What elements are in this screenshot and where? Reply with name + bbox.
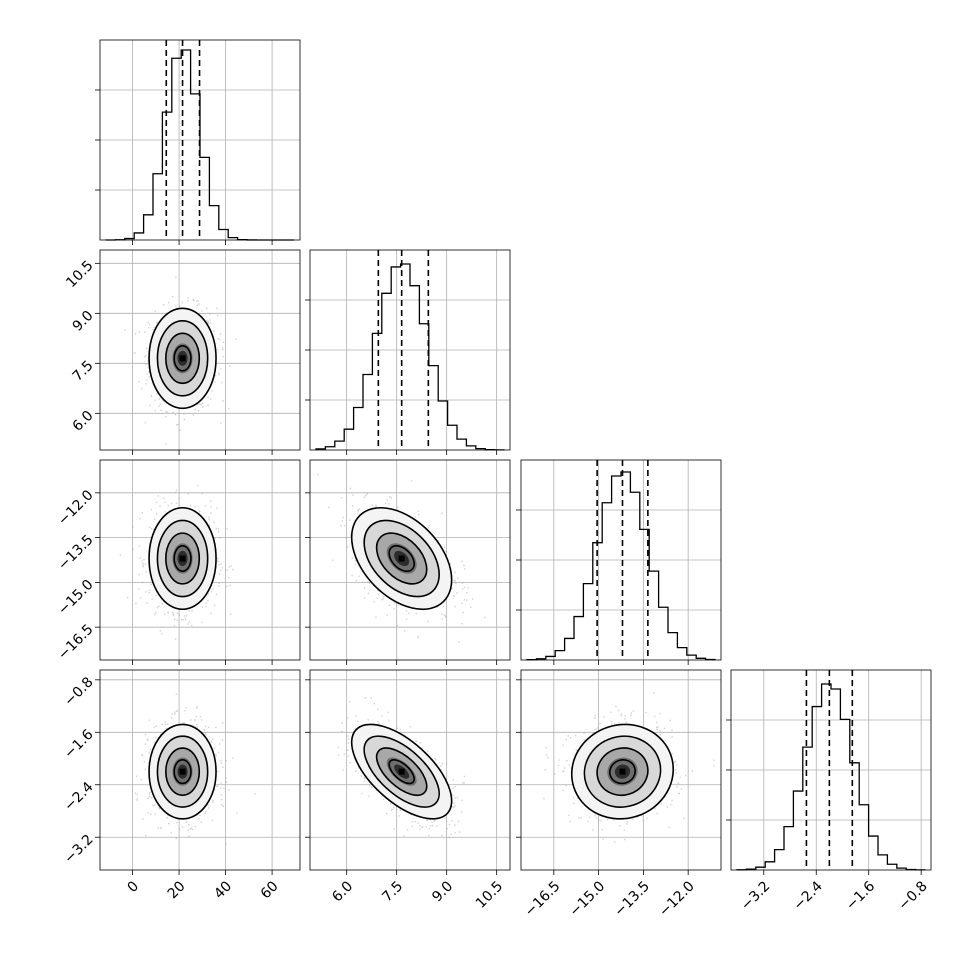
center-marker (398, 768, 405, 775)
panel-frame (309, 669, 511, 871)
x-tick-label: 10.5 (473, 878, 506, 911)
histogram-panel-2 (516, 459, 722, 665)
y-tick-label: −16.5 (55, 622, 97, 664)
contour-0 (148, 506, 217, 611)
x-tick-label: −1.6 (843, 878, 878, 913)
histogram-step-1 (315, 263, 505, 451)
x-tick-label: 40 (211, 878, 235, 902)
scatter-panel-3-1 (305, 669, 511, 875)
scatter-points (543, 692, 715, 843)
contour-0 (570, 723, 675, 820)
center-marker (179, 555, 186, 562)
y-tick-label: −12.0 (55, 487, 97, 529)
center-marker (179, 355, 186, 362)
histogram-panel-1 (305, 249, 511, 455)
contour-2 (165, 532, 201, 585)
center-marker (398, 555, 405, 562)
contour-1 (363, 735, 440, 808)
contour-1 (583, 735, 662, 808)
contour-2 (165, 747, 201, 797)
contour-2 (375, 747, 428, 797)
contour-3 (173, 545, 192, 572)
y-tick-label: −15.0 (55, 577, 97, 619)
y-tick-label: 7.5 (70, 358, 97, 385)
x-tick-label: −2.4 (791, 878, 826, 913)
x-tick-label: −15.0 (567, 878, 609, 920)
y-tick-label: −0.8 (61, 674, 96, 709)
y-tick-label: −13.5 (55, 532, 97, 574)
scatter-panel-2-0 (95, 459, 301, 665)
contour-3 (388, 759, 415, 785)
contour-3 (173, 345, 192, 372)
scatter-panel-3-0 (95, 669, 301, 875)
panel-frame (99, 249, 301, 451)
histogram-panel-0 (95, 39, 301, 245)
histogram-step-2 (526, 471, 716, 661)
contour-1 (156, 735, 209, 808)
contour-1 (156, 320, 209, 397)
x-tick-label: −12.0 (656, 878, 698, 920)
contour-0 (148, 307, 217, 410)
y-tick-label: −1.6 (61, 727, 96, 762)
contour-3 (388, 545, 415, 572)
y-tick-label: −3.2 (61, 832, 96, 867)
x-tick-label: −16.5 (522, 878, 564, 920)
panel-frame (99, 459, 301, 661)
x-tick-label: 6.0 (329, 878, 356, 905)
center-marker (619, 768, 626, 775)
histogram-step-3 (736, 683, 926, 871)
x-tick-label: −13.5 (611, 878, 653, 920)
y-tick-label: 10.5 (63, 258, 96, 291)
x-tick-label: 0 (125, 878, 143, 896)
panel-frame (730, 669, 932, 871)
contour-1 (363, 519, 440, 598)
y-tick-label: 9.0 (70, 308, 97, 335)
contour-3 (609, 759, 636, 785)
contour-0 (148, 723, 217, 820)
contour-0 (350, 723, 453, 820)
y-tick-label: −2.4 (61, 779, 96, 814)
panel-frame (309, 459, 511, 661)
contour-0 (350, 506, 453, 611)
scatter-panel-2-1 (305, 459, 511, 665)
contour-1 (156, 519, 209, 598)
panel-frame (520, 459, 722, 661)
histogram-panel-3 (726, 669, 932, 875)
contour-2 (375, 532, 428, 585)
scatter-panel-1-0 (95, 249, 301, 455)
x-tick-label: 7.5 (379, 878, 406, 905)
panel-frame (309, 249, 511, 451)
contour-2 (596, 747, 649, 797)
x-tick-label: −3.2 (738, 878, 773, 913)
scatter-panel-3-2 (516, 669, 722, 875)
panel-frame (520, 669, 722, 871)
contour-2 (165, 332, 201, 385)
x-tick-label: −0.8 (895, 878, 930, 913)
panel-frame (99, 669, 301, 871)
panel-frame (99, 39, 301, 241)
x-tick-label: 20 (165, 878, 189, 902)
x-tick-label: 9.0 (429, 878, 456, 905)
contour-3 (173, 759, 192, 785)
y-tick-label: 6.0 (70, 408, 97, 435)
x-tick-label: 60 (258, 878, 282, 902)
center-marker (179, 768, 186, 775)
